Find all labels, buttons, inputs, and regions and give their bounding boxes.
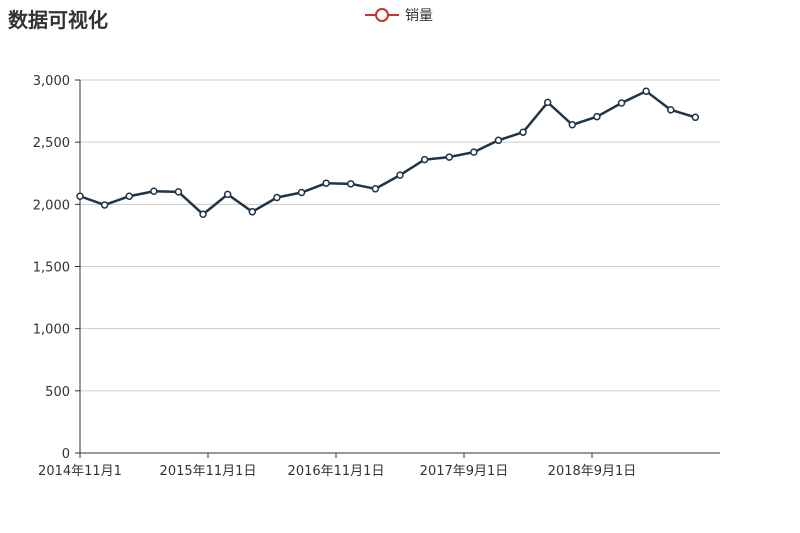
data-point bbox=[593, 112, 601, 121]
data-point bbox=[519, 128, 527, 136]
data-point bbox=[396, 171, 404, 179]
data-point bbox=[470, 148, 478, 156]
data-point bbox=[322, 179, 330, 187]
y-tick-label: 1,000 bbox=[33, 323, 70, 338]
y-tick-label: 1,500 bbox=[33, 261, 70, 276]
data-point bbox=[76, 192, 84, 201]
data-point bbox=[568, 121, 577, 129]
legend-label: 销量 bbox=[405, 8, 433, 24]
data-point bbox=[371, 185, 380, 193]
data-point bbox=[667, 106, 675, 114]
y-tick-label: 0 bbox=[62, 447, 70, 462]
data-point bbox=[543, 98, 552, 107]
data-point bbox=[199, 210, 207, 219]
x-tick-label: 2016年11月1日 bbox=[288, 464, 385, 479]
data-point bbox=[273, 193, 281, 202]
y-tick-label: 2,000 bbox=[33, 198, 70, 213]
data-point bbox=[223, 190, 232, 199]
data-point bbox=[100, 201, 109, 209]
chart-title: 数据可视化 bbox=[8, 8, 108, 32]
x-tick-label: 2017年9月1日 bbox=[420, 464, 509, 479]
y-tick-label: 3,000 bbox=[33, 74, 70, 89]
y-tick-label: 2,500 bbox=[33, 136, 70, 151]
x-tick-label: 2018年9月1日 bbox=[548, 464, 637, 479]
data-point bbox=[150, 187, 158, 196]
data-point bbox=[617, 99, 626, 107]
data-point bbox=[494, 136, 503, 145]
data-point bbox=[297, 188, 306, 197]
data-point bbox=[642, 87, 650, 95]
x-tick-label: 2015年11月1日 bbox=[160, 464, 257, 479]
data-point bbox=[248, 208, 257, 216]
data-point bbox=[691, 113, 700, 122]
legend-line-circle-icon bbox=[365, 8, 399, 22]
data-point bbox=[125, 192, 133, 201]
data-point bbox=[420, 155, 429, 164]
data-point bbox=[347, 180, 355, 188]
data-point bbox=[174, 188, 183, 196]
x-tick-label: 2014年11月1 bbox=[38, 464, 122, 479]
legend[interactable]: 销量 bbox=[364, 5, 433, 25]
data-point bbox=[445, 153, 453, 161]
y-tick-label: 500 bbox=[45, 385, 70, 400]
series-line bbox=[79, 89, 696, 216]
